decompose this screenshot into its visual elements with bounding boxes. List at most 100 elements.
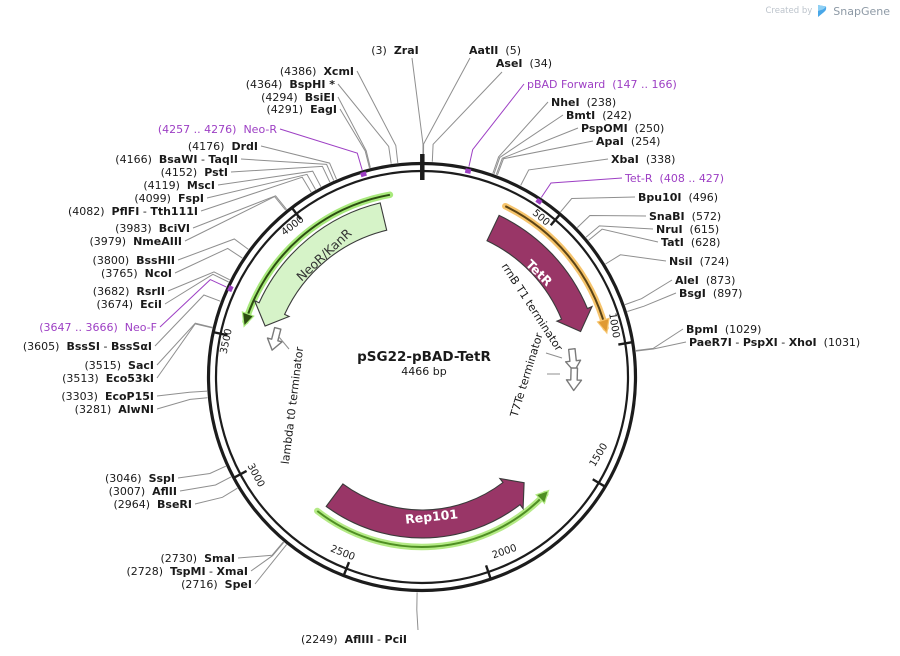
- leader-line: [154, 294, 221, 347]
- primer-label-pbad-forward[interactable]: pBAD Forward (147 .. 166): [527, 78, 677, 91]
- enzyme-label-fspi[interactable]: (4099) FspI: [134, 192, 204, 205]
- primer-site-pbad-forward[interactable]: [464, 168, 472, 174]
- enzyme-label-pflfi-tth111i[interactable]: (4082) PflFI - Tth111I: [68, 205, 198, 218]
- enzyme-label-bsphi[interactable]: (4364) BspHI *: [246, 78, 336, 91]
- enzyme-label-spei[interactable]: (2716) SpeI: [181, 578, 252, 591]
- tick-mark: [342, 561, 351, 576]
- enzyme-label-bsawi-taqii[interactable]: (4166) BsaWI - TaqII: [115, 153, 238, 166]
- enzyme-label-psti[interactable]: (4152) PstI: [161, 166, 228, 179]
- enzyme-label-saci[interactable]: (3515) SacI: [84, 359, 154, 372]
- enzyme-label-bsshii[interactable]: (3800) BssHII: [93, 254, 175, 267]
- leader-line: [627, 292, 677, 312]
- leader-line: [260, 145, 337, 180]
- terminator-arrow-t7te-terminator[interactable]: [565, 367, 583, 392]
- leader-line: [560, 196, 636, 213]
- feature-arrow-tetr[interactable]: [486, 214, 594, 333]
- enzyme-label-pspomi[interactable]: PspOMI (250): [581, 122, 664, 135]
- terminator-arrow-lambda-t0-terminator[interactable]: [265, 326, 285, 352]
- leader-line: [206, 173, 317, 199]
- enzyme-label-alwni[interactable]: (3281) AlwNI: [75, 403, 154, 416]
- enzyme-label-ecii[interactable]: (3674) EciI: [97, 298, 162, 311]
- enzyme-label-asei[interactable]: AseI (34): [496, 57, 552, 70]
- orf-arc-arrowhead: [596, 317, 610, 335]
- enzyme-label-alei[interactable]: AleI (873): [675, 274, 735, 287]
- leader-line: [337, 96, 371, 168]
- enzyme-label-afliii-pcii[interactable]: (2249) AflIII - PciI: [301, 633, 407, 646]
- feature-arrow-rep101[interactable]: [325, 477, 525, 539]
- enzyme-label-drdi[interactable]: (4176) DrdI: [188, 140, 258, 153]
- enzyme-label-eco53ki[interactable]: (3513) Eco53kI: [62, 372, 154, 385]
- enzyme-label-smai[interactable]: (2730) SmaI: [161, 552, 235, 565]
- leader-line: [635, 328, 684, 351]
- leader-line: [356, 70, 399, 163]
- enzyme-label-aatii[interactable]: AatII (5): [469, 44, 521, 57]
- enzyme-label-bsssi-bsss-i[interactable]: (3605) BssSI - BssSαI: [23, 340, 152, 353]
- enzyme-label-bsgi[interactable]: BsgI (897): [679, 287, 742, 300]
- enzyme-label-ncoi[interactable]: (3765) NcoI: [101, 267, 172, 280]
- tick-mark: [592, 478, 606, 488]
- enzyme-label-rsrii[interactable]: (3682) RsrII: [93, 285, 165, 298]
- leader-lines: [154, 57, 687, 631]
- enzyme-label-sspi[interactable]: (3046) SspI: [105, 472, 175, 485]
- enzyme-label-eagi[interactable]: (4291) EagI: [267, 103, 337, 116]
- orf-arc-line: [244, 193, 391, 322]
- leader-line: [585, 225, 654, 238]
- enzyme-label-xbai[interactable]: XbaI (338): [611, 153, 675, 166]
- feature-arrow-neor-kanr[interactable]: [253, 202, 388, 327]
- enzyme-label-bsiei[interactable]: (4294) BsiEI: [261, 91, 335, 104]
- enzyme-label-paer7i-pspxi-xhoi[interactable]: PaeR7I - PspXI - XhoI (1031): [689, 336, 860, 349]
- label-connector: [545, 352, 563, 359]
- enzyme-label-tspmi-xmai[interactable]: (2728) TspMI - XmaI: [126, 565, 248, 578]
- leader-line: [588, 228, 659, 243]
- leader-line: [635, 341, 687, 352]
- feature-label-rep101: Rep101: [404, 506, 458, 526]
- leader-line: [254, 544, 287, 585]
- enzyme-label-zrai[interactable]: (3) ZraI: [371, 44, 419, 57]
- leader-line: [411, 57, 424, 162]
- tick-label: 3500: [219, 328, 235, 355]
- enzyme-label-nrui[interactable]: NruI (615): [656, 223, 719, 236]
- leader-line: [337, 83, 392, 164]
- primer-label-neo-r[interactable]: (4257 .. 4276) Neo-R: [158, 123, 277, 136]
- enzyme-label-aflii[interactable]: (3007) AflII: [109, 485, 177, 498]
- leader-line: [624, 279, 673, 306]
- leader-line: [230, 165, 331, 183]
- terminator-arrow-rrnb-t1-terminator[interactable]: [564, 348, 582, 373]
- enzyme-label-bseri[interactable]: (2964) BseRI: [113, 498, 192, 511]
- label-connector: [278, 336, 290, 350]
- leader-line: [416, 592, 419, 631]
- watermark-brand: SnapGene: [833, 4, 890, 18]
- enzyme-label-ecop15i[interactable]: (3303) EcoP15I: [61, 390, 154, 403]
- leader-line: [237, 541, 284, 559]
- leader-line: [468, 83, 525, 167]
- primer-site-tet-r[interactable]: [535, 197, 543, 205]
- leader-line: [240, 158, 335, 181]
- leader-line: [200, 176, 312, 212]
- enzyme-label-bmti[interactable]: BmtI (242): [566, 109, 632, 122]
- enzyme-label-bpu10i[interactable]: Bpu10I (496): [638, 191, 718, 204]
- enzyme-label-nmeaiii[interactable]: (3979) NmeAIII: [90, 235, 183, 248]
- enzyme-label-snabi[interactable]: SnaBI (572): [649, 210, 721, 223]
- leader-line: [156, 390, 208, 397]
- enzyme-label-msci[interactable]: (4119) MscI: [143, 179, 215, 192]
- terminator-label-lambda-t0-terminator: lambda t0 terminator: [279, 346, 306, 465]
- enzyme-label-bpmi[interactable]: BpmI (1029): [686, 323, 761, 336]
- primer-site-neo-f[interactable]: [227, 285, 234, 293]
- enzyme-label-xcmi[interactable]: (4386) XcmI: [280, 65, 354, 78]
- primer-label-neo-f[interactable]: (3647 .. 3666) Neo-F: [39, 321, 157, 334]
- leader-line: [156, 322, 213, 366]
- enzyme-label-tati[interactable]: TatI (628): [661, 236, 720, 249]
- leader-line: [174, 247, 243, 274]
- enzyme-label-nhei[interactable]: NheI (238): [551, 96, 616, 109]
- leader-line: [495, 127, 579, 175]
- snapgene-watermark: Created by SnapGene: [766, 4, 891, 18]
- primer-label-tet-r[interactable]: Tet-R (408 .. 427): [624, 172, 724, 185]
- leader-line: [167, 271, 230, 292]
- snapgene-logo-icon: [818, 5, 827, 17]
- leader-line: [164, 273, 229, 305]
- enzyme-label-bcivi[interactable]: (3983) BciVI: [115, 222, 190, 235]
- primer-site-neo-r[interactable]: [360, 171, 367, 178]
- enzyme-label-nsii[interactable]: NsiI (724): [669, 255, 729, 268]
- enzyme-label-apai[interactable]: ApaI (254): [596, 135, 660, 148]
